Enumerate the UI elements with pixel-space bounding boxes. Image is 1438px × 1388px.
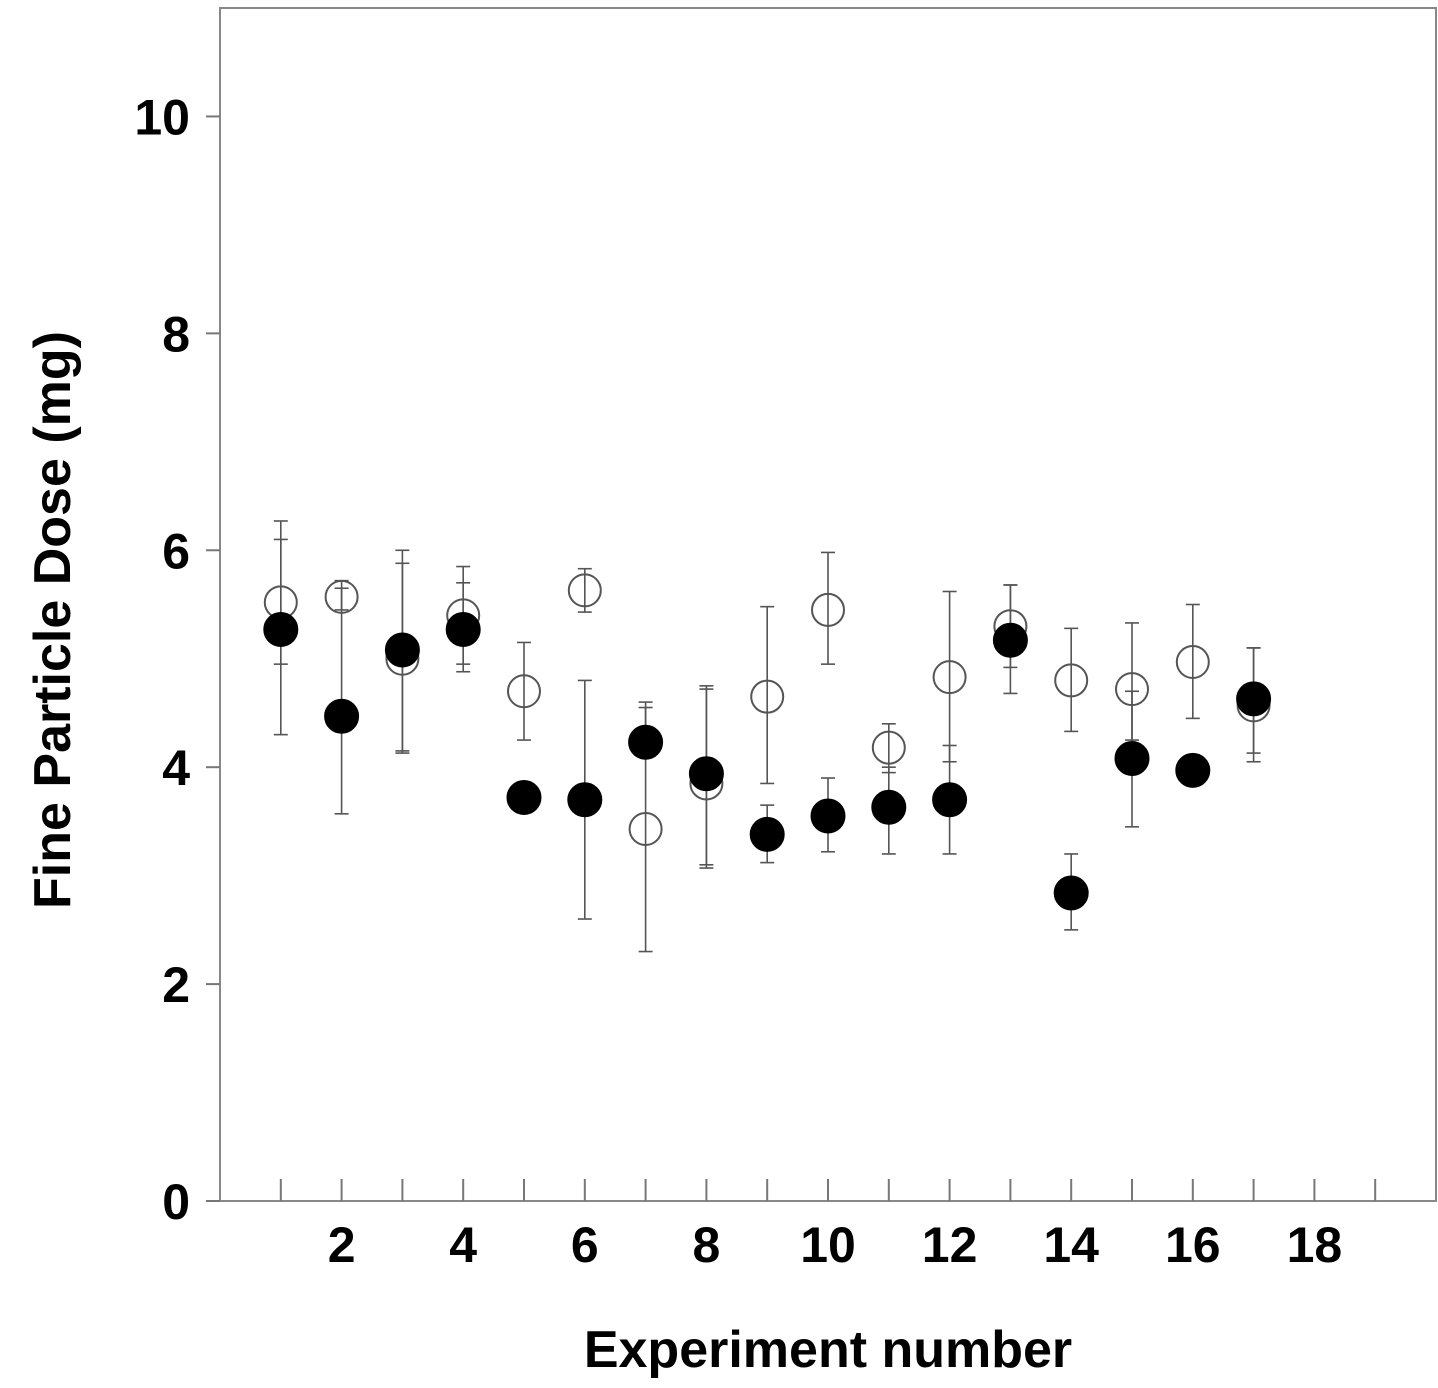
filled-point	[384, 632, 420, 668]
filled-point	[1175, 752, 1211, 788]
open-point	[1054, 663, 1089, 698]
open-point	[567, 573, 602, 608]
x-tick-label: 12	[922, 1217, 978, 1273]
filled-point	[506, 780, 542, 816]
open-point	[324, 579, 359, 614]
filled-point	[688, 756, 724, 792]
y-tick-label: 6	[162, 523, 190, 579]
y-axis-label: Fine Particle Dose (mg)	[24, 331, 82, 909]
x-tick-label: 10	[800, 1217, 856, 1273]
x-axis-label: Experiment number	[584, 1321, 1072, 1379]
y-tick-label: 8	[162, 306, 190, 362]
open-point	[507, 674, 541, 709]
filled-point	[810, 798, 846, 834]
filled-point	[445, 611, 481, 647]
filled-point	[1053, 875, 1089, 911]
filled-point	[932, 782, 968, 818]
y-axis: 0 2 4 6 8 10	[134, 89, 220, 1230]
y-tick-label: 0	[162, 1174, 190, 1230]
x-tick-label: 8	[692, 1217, 720, 1273]
filled-point	[1114, 741, 1150, 777]
x-axis: 2 4 6 8 10 12 14 16 18	[279, 1179, 1377, 1273]
open-point	[1115, 672, 1149, 707]
filled-point	[324, 698, 360, 734]
filled-point	[1236, 681, 1272, 717]
y-tick-label: 4	[162, 740, 190, 796]
filled-point	[567, 782, 603, 818]
y-tick-label: 2	[162, 957, 190, 1013]
open-point	[1175, 644, 1210, 679]
x-tick-label: 18	[1287, 1217, 1343, 1273]
data-points	[263, 573, 1272, 911]
filled-point	[992, 622, 1028, 658]
filled-point	[263, 611, 299, 647]
error-bars	[273, 520, 1261, 953]
open-point	[628, 812, 663, 847]
open-point	[811, 592, 845, 627]
filled-point	[749, 816, 785, 852]
x-tick-label: 4	[449, 1217, 477, 1273]
y-tick-label: 10	[134, 89, 190, 145]
x-tick-label: 2	[328, 1217, 356, 1273]
filled-point	[871, 789, 907, 825]
open-point	[750, 679, 785, 714]
x-tick-label: 6	[571, 1217, 599, 1273]
x-tick-label: 14	[1043, 1217, 1099, 1273]
open-point	[932, 660, 967, 695]
x-tick-label: 16	[1165, 1217, 1221, 1273]
filled-point	[628, 724, 664, 760]
open-point	[871, 730, 906, 765]
